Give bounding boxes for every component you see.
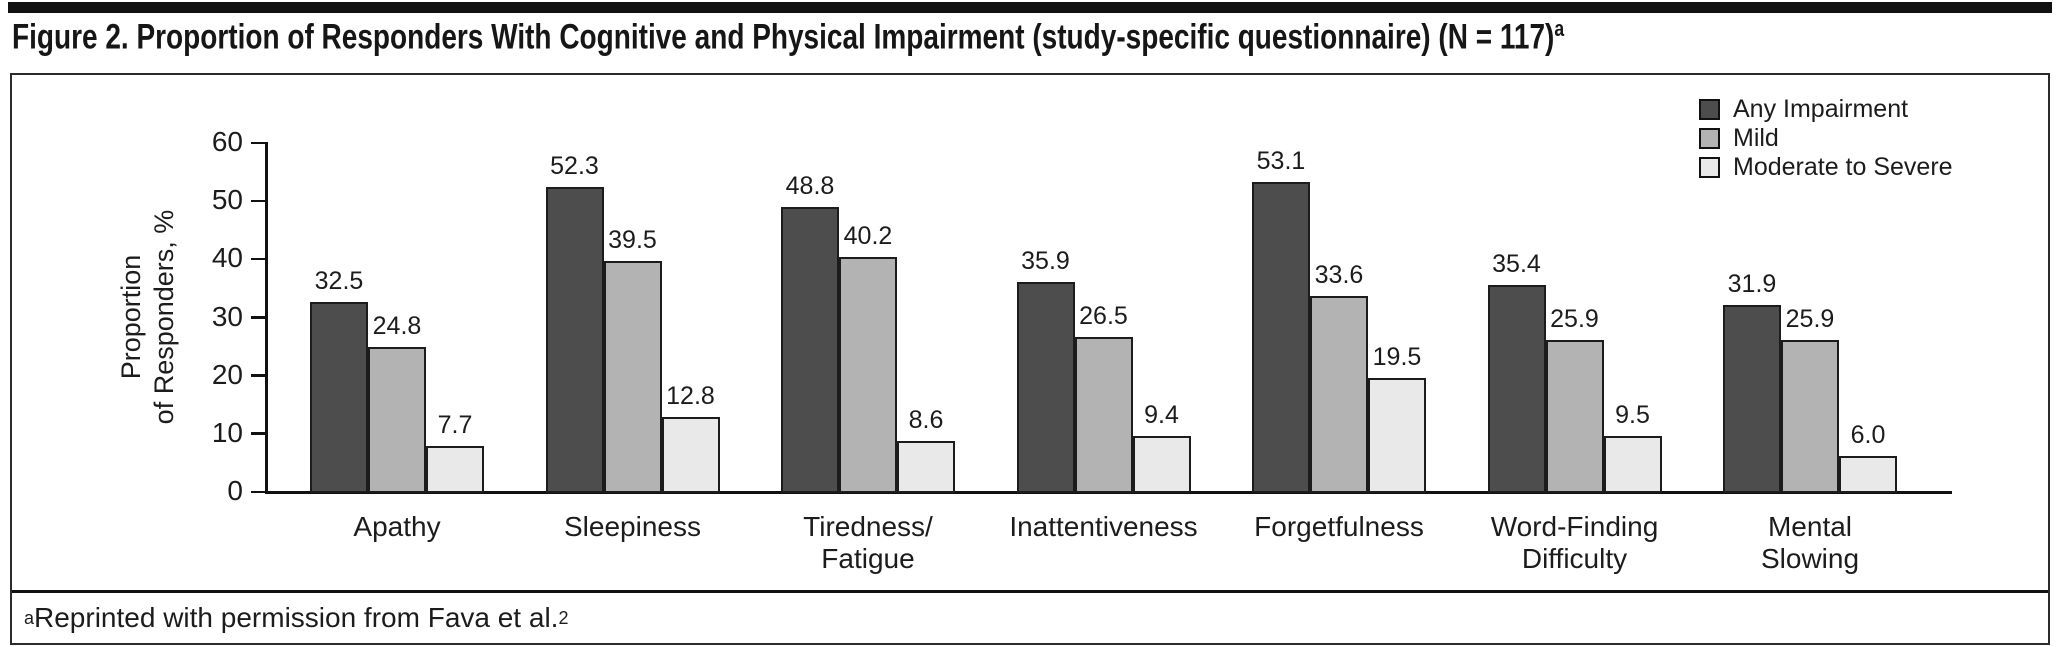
y-tick-10 [251,432,265,435]
bar-forgetfulness-mild [1310,295,1368,493]
figure-title-superscript: a [1554,16,1565,41]
y-tick-40 [251,257,265,261]
category-label-sleepiness: Sleepiness [564,511,701,542]
y-tick-0 [251,490,265,493]
legend-label-any-impairment: Any Impairment [1733,94,1909,123]
bar-value-inattentiveness-mild: 26.5 [1079,301,1128,330]
bar-value-forgetfulness-moderate-to-severe: 19.5 [1372,342,1422,371]
footnote-text: Reprinted with permission from Fava et a… [34,602,559,633]
bar-forgetfulness-any-impairment [1252,182,1310,493]
bar-word-finding-difficulty-any-impairment [1487,285,1546,493]
y-axis-line [265,142,268,494]
legend-swatch-any-impairment [1699,98,1720,120]
y-tick-label-30: 30 [211,300,243,332]
bar-value-inattentiveness-moderate-to-severe: 9.4 [1144,401,1179,430]
bar-apathy-any-impairment [310,301,368,493]
bar-value-sleepiness-any-impairment: 52.3 [550,151,599,180]
bar-inattentiveness-moderate-to-severe [1132,436,1191,493]
legend-item-any-impairment: Any Impairment [1699,95,1953,123]
top-rule [8,2,2052,13]
bar-value-mental-slowing-moderate-to-severe: 6.0 [1850,421,1886,450]
y-axis-title: Proportion of Responders, % [116,209,179,425]
bar-inattentiveness-any-impairment [1016,282,1075,493]
bar-value-tiredness-fatigue-any-impairment: 48.8 [785,172,835,201]
bar-tiredness-fatigue-moderate-to-severe [897,440,955,493]
bar-value-mental-slowing-any-impairment: 31.9 [1727,270,1777,299]
bar-value-inattentiveness-any-impairment: 35.9 [1021,247,1070,276]
bar-value-mental-slowing-mild: 25.9 [1785,305,1835,334]
bar-value-forgetfulness-mild: 33.6 [1314,260,1364,289]
bar-value-apathy-moderate-to-severe: 7.7 [437,411,473,440]
bar-value-tiredness-fatigue-mild: 40.2 [843,222,893,251]
bar-sleepiness-mild [603,261,662,493]
bar-value-word-finding-difficulty-moderate-to-severe: 9.5 [1615,400,1650,429]
y-tick-30 [251,316,265,319]
bar-mental-slowing-any-impairment [1723,305,1781,493]
bar-value-sleepiness-mild: 39.5 [608,226,657,255]
bar-value-apathy-mild: 24.8 [372,311,422,340]
category-label-word-finding-difficulty: Word-Finding Difficulty [1490,511,1659,574]
bar-sleepiness-any-impairment [545,186,604,493]
bar-value-word-finding-difficulty-mild: 25.9 [1550,305,1599,334]
bar-word-finding-difficulty-mild [1545,340,1604,493]
y-tick-50 [251,199,265,203]
legend-swatch-mild [1699,127,1720,149]
y-tick-label-60: 60 [211,126,243,157]
bar-sleepiness-moderate-to-severe [661,416,720,493]
legend-item-moderate-to-severe: Moderate to Severe [1699,153,1953,181]
y-tick-label-50: 50 [211,184,243,216]
chart-panel: Any Impairment Mild Moderate to Severe P… [10,73,2050,645]
figure-title: Figure 2. Proportion of Responders With … [12,16,1564,58]
legend-swatch-moderate-to-severe [1699,156,1720,178]
bar-value-sleepiness-moderate-to-severe: 12.8 [666,381,715,410]
y-tick-label-40: 40 [211,242,243,274]
category-label-forgetfulness: Forgetfulness [1254,511,1424,542]
bar-mental-slowing-moderate-to-severe [1839,456,1897,493]
bar-word-finding-difficulty-moderate-to-severe [1603,435,1662,493]
bar-forgetfulness-moderate-to-severe [1368,377,1426,493]
y-tick-label-0: 0 [227,475,243,506]
y-tick-60 [251,141,265,144]
footnote: a Reprinted with permission from Fava et … [12,590,2048,643]
bar-mental-slowing-mild [1781,340,1839,493]
legend-item-mild: Mild [1699,124,1953,152]
bar-apathy-mild [368,346,426,493]
figure-title-text: Figure 2. Proportion of Responders With … [12,17,1555,57]
bar-tiredness-fatigue-any-impairment [781,207,839,493]
category-label-inattentiveness: Inattentiveness [1009,511,1198,542]
bar-inattentiveness-mild [1074,336,1133,493]
bar-tiredness-fatigue-mild [839,257,897,493]
category-label-mental-slowing: Mental Slowing [1760,511,1860,574]
y-tick-label-20: 20 [211,358,243,390]
category-label-apathy: Apathy [353,511,441,542]
legend: Any Impairment Mild Moderate to Severe [1699,95,1953,185]
legend-label-moderate-to-severe: Moderate to Severe [1733,152,1953,181]
bar-value-word-finding-difficulty-any-impairment: 35.4 [1492,250,1541,279]
y-tick-label-10: 10 [211,416,243,448]
bar-value-apathy-any-impairment: 32.5 [314,266,364,295]
legend-label-mild: Mild [1733,123,1779,152]
bar-value-forgetfulness-any-impairment: 53.1 [1256,147,1306,176]
y-tick-20 [251,374,265,377]
bar-apathy-moderate-to-severe [426,446,484,493]
category-label-tiredness-fatigue: Tiredness/ Fatigue [803,511,933,574]
bar-value-tiredness-fatigue-moderate-to-severe: 8.6 [908,405,944,434]
